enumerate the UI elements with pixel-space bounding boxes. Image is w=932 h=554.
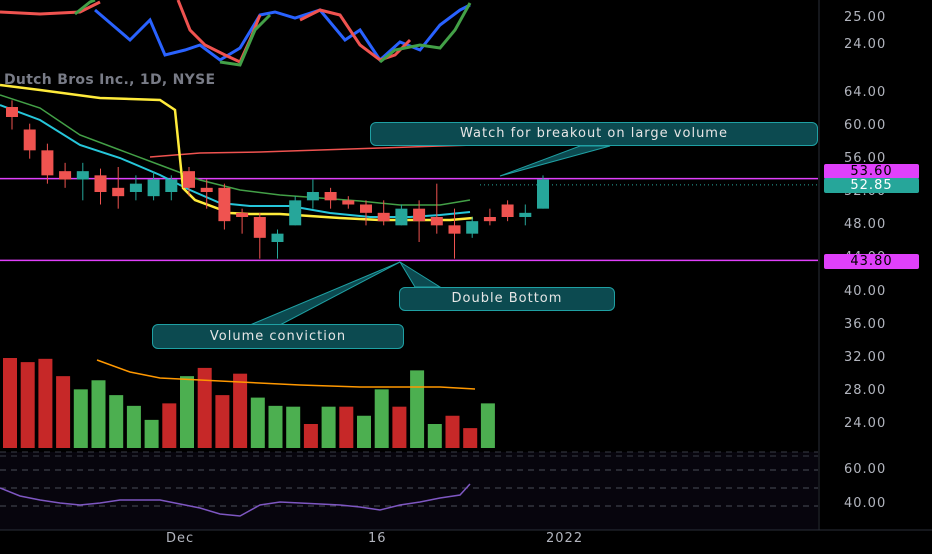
price-axis-label: 60.00 xyxy=(844,118,887,133)
volume-conviction-callout[interactable]: Volume conviction xyxy=(152,324,404,349)
candle-body xyxy=(289,200,302,226)
top-oscillator-red-3 xyxy=(299,8,412,62)
candle-body xyxy=(59,171,72,180)
volume-bar xyxy=(463,428,478,448)
price-axis-label: 32.00 xyxy=(844,350,887,365)
top-oscillator-green-2 xyxy=(219,13,272,67)
breakout-callout[interactable]: Watch for breakout on large volume xyxy=(370,122,818,146)
candle-body xyxy=(466,221,479,234)
volume-bar xyxy=(56,376,71,448)
volume-average-line xyxy=(96,359,476,390)
ema-red-line xyxy=(149,144,476,158)
resistance-price-tag: 53.60 xyxy=(824,164,919,179)
x-axis-label: Dec xyxy=(166,531,195,546)
support-price-tag: 43.80 xyxy=(824,254,919,269)
x-axis-label: 16 xyxy=(368,531,387,546)
candle-body xyxy=(183,171,195,188)
volume-bar xyxy=(233,373,248,448)
volume-bar xyxy=(357,415,371,448)
volume-bar xyxy=(215,395,230,448)
rsi-axis-label: 40.00 xyxy=(844,496,887,511)
volume-bar xyxy=(339,406,354,448)
top-oscillator-green-3 xyxy=(379,2,472,64)
price-axis-label: 40.00 xyxy=(844,284,887,299)
top-oscillator-green xyxy=(74,0,96,16)
candle-body xyxy=(501,204,514,217)
candle-body xyxy=(430,217,443,226)
top-oscillator-blue xyxy=(94,3,471,63)
candle-body xyxy=(377,212,390,222)
volume-bar xyxy=(180,376,194,448)
candle-body xyxy=(23,129,36,151)
volume-bar xyxy=(3,358,17,448)
volume-bar xyxy=(410,370,425,448)
volume-bar xyxy=(38,358,53,448)
breakout-callout-pointer xyxy=(499,145,611,177)
candle-body xyxy=(483,217,496,222)
candle-body xyxy=(112,187,125,197)
rsi-axis-label: 60.00 xyxy=(844,462,887,477)
volume-bar xyxy=(303,424,318,448)
price-axis-label: 28.00 xyxy=(844,383,887,398)
volume-bar xyxy=(445,415,460,448)
candle-body xyxy=(537,179,549,209)
candle-body xyxy=(324,192,337,201)
candle-body xyxy=(147,179,160,197)
candle-body xyxy=(253,217,266,238)
volume-bar xyxy=(162,403,177,448)
volume-bar xyxy=(374,389,389,448)
candle-body xyxy=(236,212,249,217)
price-axis-label: 24.00 xyxy=(844,416,887,431)
candle-body xyxy=(218,187,231,222)
volume-bar xyxy=(126,405,141,448)
last-price-tag: 52.85 xyxy=(824,178,919,193)
double-bottom-callout-pointer xyxy=(399,261,442,288)
chart-title: Dutch Bros Inc., 1D, NYSE xyxy=(4,72,216,88)
top-oscillator-red-2 xyxy=(176,0,262,64)
volume-bar xyxy=(91,380,106,448)
volume-bar xyxy=(197,367,212,448)
candle-body xyxy=(413,208,426,222)
top-axis-label: 24.00 xyxy=(844,37,887,52)
candle-body xyxy=(41,150,54,176)
candle-body xyxy=(129,183,142,192)
candle-body xyxy=(360,204,372,213)
double-bottom-callout[interactable]: Double Bottom xyxy=(399,287,615,311)
candle-body xyxy=(342,200,355,205)
candle-body xyxy=(6,107,18,117)
rsi-panel-background xyxy=(0,452,818,530)
volume-bar xyxy=(286,406,301,448)
price-axis-label: 56.00 xyxy=(844,151,887,166)
volume-bar xyxy=(109,395,124,448)
volume-bar xyxy=(392,406,407,448)
candle-body xyxy=(165,179,178,192)
price-axis-label: 36.00 xyxy=(844,317,887,332)
top-axis-label: 25.00 xyxy=(844,10,887,25)
ema-green-line xyxy=(0,94,471,206)
candle-body xyxy=(200,187,213,192)
volume-bar xyxy=(250,397,265,448)
price-axis-label: 64.00 xyxy=(844,85,887,100)
candle-body xyxy=(519,212,532,217)
top-oscillator-red xyxy=(0,0,101,16)
volume-bar xyxy=(144,419,159,448)
volume-bar xyxy=(427,424,442,448)
candle-body xyxy=(271,233,284,242)
volume-bar xyxy=(20,362,35,448)
candle-body xyxy=(448,225,461,234)
candle-body xyxy=(94,175,107,192)
x-axis-label: 2022 xyxy=(546,531,584,546)
rsi-line xyxy=(0,483,471,517)
candle-body xyxy=(76,171,89,180)
candle-body xyxy=(395,208,408,226)
volume-bar xyxy=(73,389,88,448)
volume-callout-pointer xyxy=(249,261,401,326)
volume-bar xyxy=(480,403,495,448)
candle-body xyxy=(306,192,319,201)
volume-bar xyxy=(268,405,283,448)
volume-bar xyxy=(321,406,336,448)
price-axis-label: 48.00 xyxy=(844,217,887,232)
